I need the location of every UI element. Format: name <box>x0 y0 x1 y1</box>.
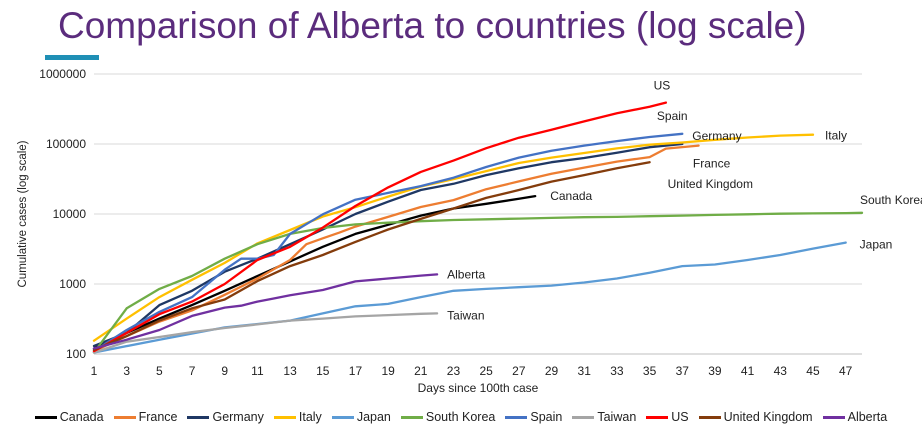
series-line-us <box>92 101 668 353</box>
x-tick-label: 11 <box>251 364 264 378</box>
series-line-germany <box>92 142 684 348</box>
legend-swatch <box>822 415 845 419</box>
legend-item-us: US <box>646 410 689 424</box>
legend-item-france: France <box>113 410 178 424</box>
x-tick-label: 23 <box>447 364 461 378</box>
legend-swatch <box>646 415 669 419</box>
x-tick-label: 41 <box>741 364 755 378</box>
series-line-france <box>92 144 700 353</box>
legend-swatch <box>505 415 528 419</box>
legend-label: Alberta <box>847 410 888 424</box>
legend-item-germany: Germany <box>187 410 264 424</box>
legend-item-japan: Japan <box>331 410 391 424</box>
x-tick-label: 13 <box>283 364 297 378</box>
x-tick-label: 15 <box>316 364 330 378</box>
series-line-taiwan <box>92 312 439 354</box>
series-line-canada <box>92 194 537 350</box>
legend-swatch <box>187 415 210 419</box>
legend-label: Italy <box>298 410 322 424</box>
legend-item-united-kingdom: United Kingdom <box>698 410 813 424</box>
series-line-south-korea <box>92 211 864 354</box>
series-line-italy <box>92 133 815 342</box>
legend-label: Spain <box>530 410 563 424</box>
series-line-united-kingdom <box>92 161 651 351</box>
series-end-label-france: France <box>693 157 731 171</box>
legend-item-taiwan: Taiwan <box>572 410 636 424</box>
x-tick-label: 33 <box>610 364 624 378</box>
legend-label: Taiwan <box>597 410 637 424</box>
legend-item-south-korea: South Korea <box>400 410 496 424</box>
x-tick-label: 9 <box>221 364 228 378</box>
legend-label: Canada <box>59 410 104 424</box>
y-axis-label: Cumulative cases (log scale) <box>17 140 29 287</box>
x-tick-label: 17 <box>349 364 363 378</box>
y-tick-label: 1000 <box>59 277 86 291</box>
legend-label: US <box>671 410 689 424</box>
series-end-label-taiwan: Taiwan <box>447 308 484 322</box>
x-tick-label: 19 <box>381 364 395 378</box>
x-tick-label: 27 <box>512 364 526 378</box>
legend-item-italy: Italy <box>273 410 322 424</box>
series-line-alberta <box>92 273 439 350</box>
legend-label: Germany <box>212 410 264 424</box>
x-tick-label: 25 <box>479 364 493 378</box>
x-tick-label: 37 <box>676 364 690 378</box>
legend-swatch <box>572 415 595 419</box>
legend-item-spain: Spain <box>505 410 562 424</box>
x-tick-label: 5 <box>156 364 163 378</box>
series-line-japan <box>92 241 847 354</box>
legend-label: Japan <box>356 410 391 424</box>
legend-swatch <box>698 415 721 419</box>
legend-label: United Kingdom <box>723 410 813 424</box>
title-accent-bar <box>45 55 99 60</box>
series-end-label-spain: Spain <box>657 109 688 123</box>
x-axis-label: Days since 100th case <box>418 381 539 395</box>
series-end-label-japan: Japan <box>860 238 893 252</box>
legend-swatch <box>113 415 136 419</box>
y-tick-label: 1000000 <box>39 67 86 81</box>
series-end-label-italy: Italy <box>825 129 847 143</box>
x-tick-label: 21 <box>414 364 428 378</box>
x-tick-label: 35 <box>643 364 657 378</box>
y-tick-label: 100000 <box>46 137 86 151</box>
series-end-label-alberta: Alberta <box>447 267 485 281</box>
legend-label: South Korea <box>425 410 496 424</box>
legend-item-canada: Canada <box>34 410 104 424</box>
series-lines <box>92 101 864 354</box>
series-line-spain <box>92 132 684 353</box>
chart-legend: Canada France Germany Italy Japan South Korea… <box>0 405 922 429</box>
legend-label: France <box>138 410 178 424</box>
y-tick-label: 10000 <box>53 207 87 221</box>
x-tick-label: 45 <box>806 364 820 378</box>
slide-title: Comparison of Alberta to countries (log … <box>58 5 807 46</box>
x-tick-label: 43 <box>774 364 788 378</box>
x-tick-label: 29 <box>545 364 559 378</box>
x-tick-label: 3 <box>123 364 130 378</box>
x-tick-label: 7 <box>189 364 196 378</box>
x-tick-label: 31 <box>578 364 592 378</box>
series-end-label-canada: Canada <box>550 189 592 203</box>
legend-swatch <box>273 415 296 419</box>
series-end-label-us: US <box>654 79 671 93</box>
x-tick-label: 1 <box>91 364 98 378</box>
x-tick-label: 47 <box>839 364 853 378</box>
x-tick-label: 39 <box>708 364 722 378</box>
series-end-label-south-korea: South Korea <box>860 193 922 207</box>
y-tick-label: 100 <box>66 347 86 361</box>
series-end-labels: Canada France Germany Italy Japan South Korea… <box>447 79 922 323</box>
legend-swatch <box>400 415 423 419</box>
series-end-label-united-kingdom: United Kingdom <box>668 177 753 191</box>
legend-swatch <box>331 415 354 419</box>
legend-swatch <box>34 415 57 419</box>
series-end-label-germany: Germany <box>692 129 741 143</box>
legend-item-alberta: Alberta <box>822 410 888 424</box>
